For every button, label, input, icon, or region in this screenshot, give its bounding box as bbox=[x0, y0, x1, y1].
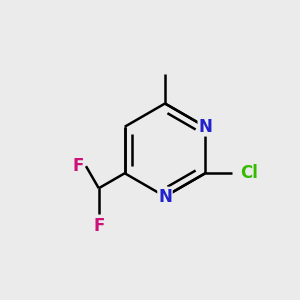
Text: F: F bbox=[72, 157, 84, 175]
Text: Cl: Cl bbox=[240, 164, 258, 182]
Text: N: N bbox=[158, 188, 172, 206]
Text: N: N bbox=[198, 118, 212, 136]
Text: F: F bbox=[93, 217, 104, 235]
